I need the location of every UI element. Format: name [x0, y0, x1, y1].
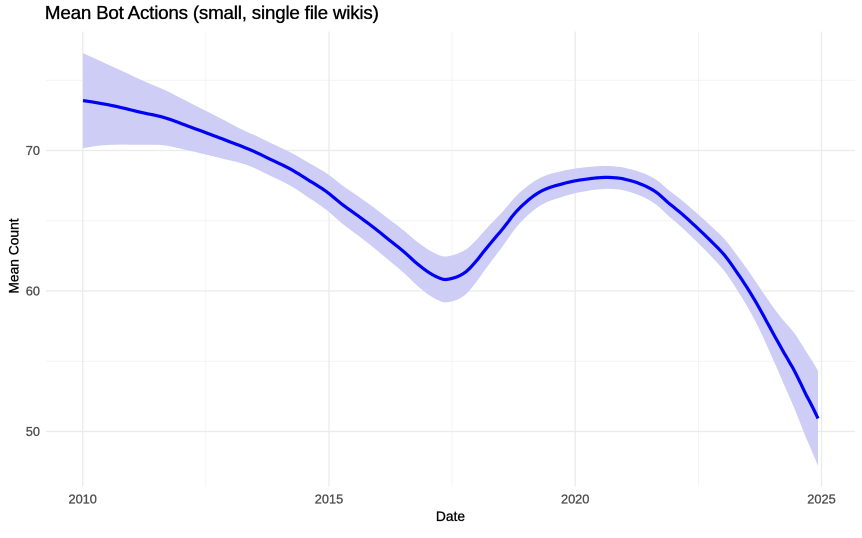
svg-text:Mean Count: Mean Count [7, 218, 22, 293]
svg-text:2010: 2010 [68, 492, 96, 507]
svg-text:50: 50 [26, 424, 40, 439]
svg-text:2015: 2015 [315, 492, 343, 507]
svg-text:70: 70 [26, 143, 40, 158]
svg-text:Date: Date [436, 509, 465, 524]
svg-text:2020: 2020 [561, 492, 589, 507]
svg-text:Mean Bot Actions (small, singl: Mean Bot Actions (small, single file wik… [45, 2, 379, 23]
svg-text:2025: 2025 [807, 492, 835, 507]
svg-text:60: 60 [26, 284, 40, 299]
